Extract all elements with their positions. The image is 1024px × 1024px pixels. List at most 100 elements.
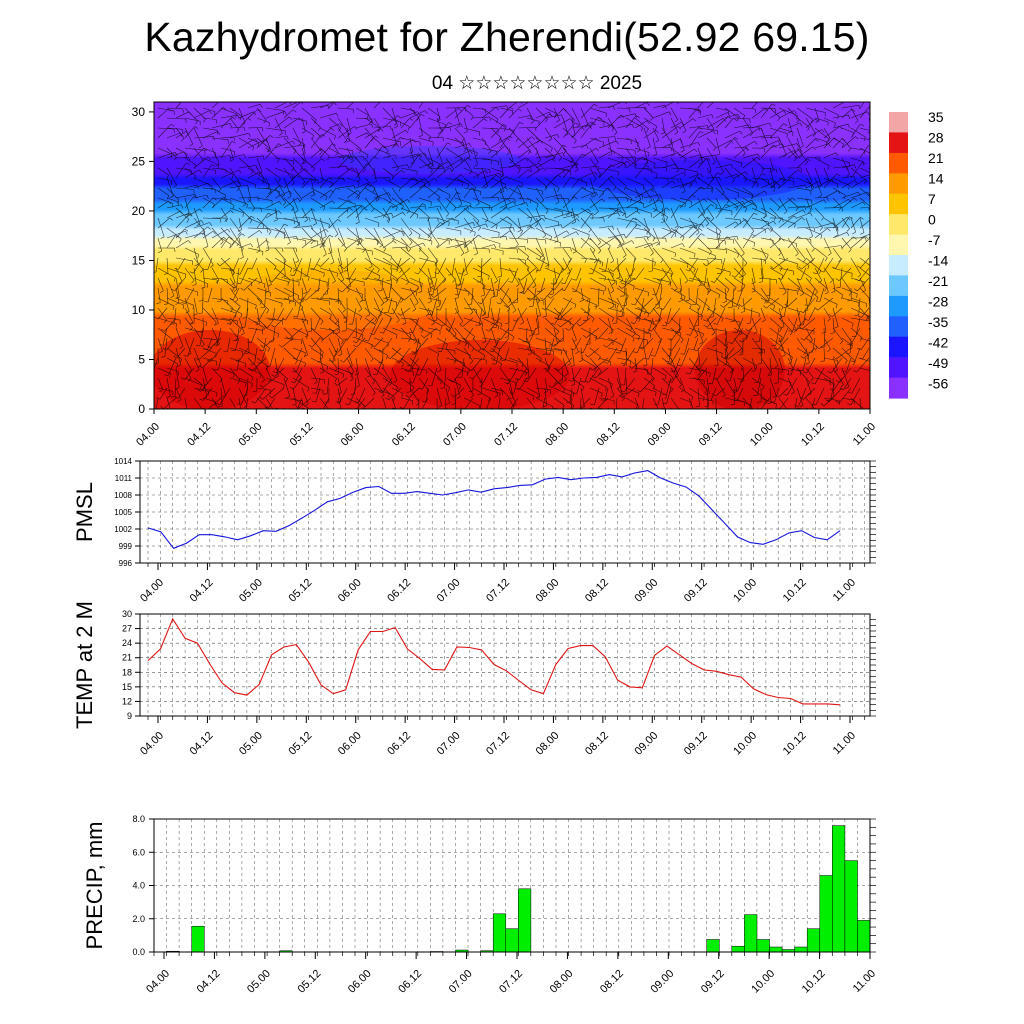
wind-barb-flag	[836, 173, 841, 177]
wind-barb-flag	[840, 295, 844, 299]
wind-barb	[292, 187, 303, 200]
wind-barb	[823, 245, 842, 249]
wind-barb-flag	[192, 284, 197, 286]
wind-barb	[409, 110, 426, 119]
wind-barb	[579, 397, 591, 409]
wind-barb	[736, 287, 744, 307]
wind-barb	[409, 152, 425, 159]
wind-barb	[373, 167, 377, 182]
wind-barb	[166, 151, 185, 159]
wind-barb	[345, 317, 348, 331]
wind-barb	[444, 367, 447, 388]
wind-barb-flag	[467, 369, 470, 374]
wind-barb	[400, 307, 411, 316]
wind-barb-flag	[674, 225, 679, 229]
wind-barb	[607, 117, 618, 133]
wind-barb	[445, 107, 459, 119]
wind-barb	[787, 407, 789, 409]
wind-barb	[318, 277, 321, 291]
wind-barb	[636, 337, 645, 353]
wind-barb	[261, 347, 267, 364]
wind-barb	[679, 257, 696, 270]
wind-barb	[787, 297, 798, 307]
wind-barb	[652, 267, 672, 274]
wind-barb-flag	[456, 125, 461, 128]
wind-barb-flag	[201, 344, 205, 348]
wind-barb-flag	[506, 176, 510, 180]
wind-barb-flag	[489, 116, 491, 121]
wind-barb-flag	[424, 152, 427, 157]
wind-barb	[576, 267, 582, 281]
wind-barb	[859, 105, 870, 119]
wind-barb	[535, 113, 550, 129]
wind-barb-flag	[613, 106, 615, 111]
wind-barb-flag	[378, 362, 383, 364]
wind-barb	[562, 247, 572, 260]
wind-barb	[625, 117, 643, 128]
wind-barb	[589, 227, 601, 243]
wind-barb-flag	[719, 177, 721, 182]
wind-barb	[382, 257, 399, 269]
wind-barb-flag	[513, 201, 516, 205]
wind-barb	[355, 207, 360, 223]
wind-barb-flag	[394, 154, 397, 159]
wind-barb-flag	[223, 196, 228, 200]
wind-barb-flag	[389, 317, 392, 321]
wind-barb	[832, 267, 853, 274]
wind-barb	[580, 297, 597, 306]
wind-barb-flag	[273, 318, 278, 321]
wind-barb-flag	[470, 203, 472, 208]
wind-barb-flag	[860, 123, 865, 126]
wind-barb	[621, 297, 627, 317]
wind-barb	[454, 177, 469, 185]
wind-barb-flag	[203, 268, 208, 271]
wind-barb-flag	[260, 104, 263, 108]
wind-barb	[643, 237, 654, 254]
wind-barb	[724, 347, 735, 359]
wind-barb-flag	[229, 244, 232, 249]
field-patch	[695, 330, 785, 409]
wind-barb	[760, 103, 773, 119]
wind-barb	[733, 137, 746, 154]
wind-barb-flag	[565, 213, 570, 216]
wind-barb-flag	[689, 348, 694, 350]
wind-barb	[571, 227, 590, 235]
wind-barb-flag	[687, 263, 689, 268]
wind-barb	[247, 171, 260, 179]
wind-barb-flag	[848, 114, 851, 120]
wind-barb-flag	[807, 210, 812, 214]
wind-barb	[490, 145, 506, 159]
wind-barb	[166, 107, 183, 110]
wind-barb	[472, 237, 479, 254]
wind-barb	[481, 172, 500, 179]
wind-barb	[607, 347, 618, 364]
wind-barb	[715, 377, 726, 395]
wind-barb	[346, 127, 350, 142]
wind-barb	[454, 307, 464, 322]
wind-barb	[796, 137, 803, 157]
wind-barb	[499, 197, 515, 200]
wind-barb-flag	[258, 281, 262, 284]
wind-barb	[211, 237, 224, 249]
wind-barb	[301, 277, 307, 293]
wind-barb	[256, 197, 273, 201]
wind-barb	[688, 173, 701, 179]
wind-barb	[616, 124, 633, 129]
wind-barb	[689, 357, 699, 375]
wind-barb	[778, 357, 784, 372]
wind-barb-flag	[470, 116, 474, 120]
wind-barb	[697, 207, 709, 224]
wind-barb	[517, 197, 531, 200]
wind-barb	[463, 234, 479, 249]
wind-barb-flag	[360, 237, 364, 241]
wind-barb	[835, 257, 843, 269]
wind-barb-flag	[437, 353, 440, 358]
wind-barb	[816, 257, 825, 274]
wind-barb-flag	[370, 358, 374, 362]
wind-barb	[202, 267, 206, 288]
wind-barb	[778, 137, 787, 156]
wind-barb	[463, 377, 474, 396]
wind-barb-flag	[239, 328, 242, 333]
wind-barb	[607, 277, 615, 291]
wind-barb	[220, 387, 223, 407]
